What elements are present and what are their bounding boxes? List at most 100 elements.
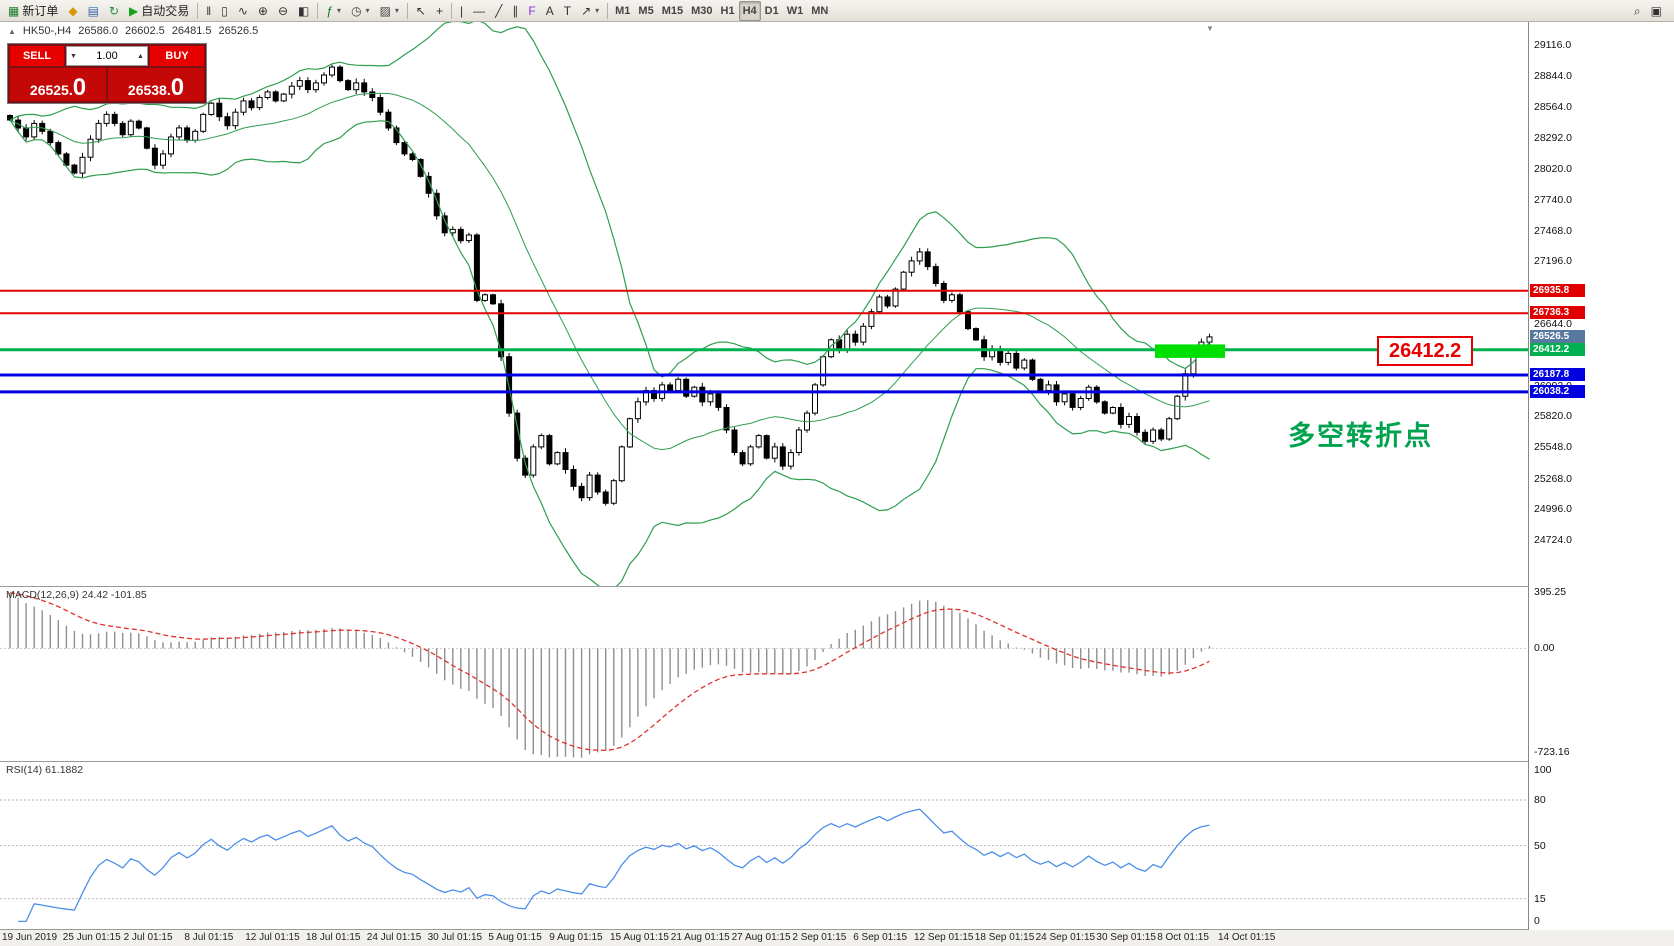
main-chart[interactable] xyxy=(0,22,1528,586)
rsi-tick-label: 0 xyxy=(1534,915,1540,928)
time-tick-label: 30 Jul 01:15 xyxy=(427,932,483,943)
candlestick-chart-icon[interactable]: ▯ xyxy=(216,1,233,21)
ohlc-low: 26481.5 xyxy=(171,25,212,37)
sell-price[interactable]: 26525. 0 xyxy=(10,68,106,101)
periods-icon: ◷ xyxy=(351,3,362,18)
rsi-panel[interactable] xyxy=(0,762,1528,929)
time-tick-label: 12 Sep 01:15 xyxy=(914,932,974,943)
time-tick-label: 5 Aug 01:15 xyxy=(488,932,542,943)
one-click-trading-panel: SELL ▼ ▲ BUY 26525.0 26538.0 xyxy=(7,43,207,104)
vertical-line-icon[interactable]: | xyxy=(455,1,468,21)
timeframe-h4[interactable]: H4 xyxy=(738,0,761,21)
price-tag-26736.3: 26736.3 xyxy=(1530,306,1585,320)
chart-profiles-icon[interactable]: ◆ xyxy=(63,1,82,21)
tile-windows-icon[interactable]: ◧ xyxy=(293,1,314,21)
time-tick-label: 24 Sep 01:15 xyxy=(1035,932,1096,943)
zoom-out-icon[interactable]: ⊖ xyxy=(273,1,293,21)
price-tick-label: 27740.0 xyxy=(1534,194,1572,207)
timeframe-m30[interactable]: M30 xyxy=(691,4,713,17)
new-order-button[interactable]: ▦ 新订单 xyxy=(3,1,63,21)
periods-button[interactable]: ◷ ▾ xyxy=(346,1,375,21)
autotrade-icon: ▶ xyxy=(129,3,139,18)
time-tick-label: 15 Aug 01:15 xyxy=(610,932,669,943)
price-tick-label: 25548.0 xyxy=(1534,441,1572,454)
new-order-icon: ▦ xyxy=(8,3,20,18)
panel-separator[interactable] xyxy=(0,586,1674,587)
buy-price-value: 26538. xyxy=(127,81,171,98)
arrows-button[interactable]: ↗ ▾ xyxy=(576,1,604,21)
refresh-icon: ↻ xyxy=(108,3,119,18)
search-icon[interactable]: ⌕ xyxy=(1629,1,1646,21)
toolbar-separator xyxy=(607,2,609,19)
timeframe-d1[interactable]: D1 xyxy=(764,4,779,17)
macd-signal-line xyxy=(9,592,1210,751)
order-level-highlight[interactable] xyxy=(1155,344,1225,358)
rsi-tick-label: 15 xyxy=(1534,892,1546,905)
autotrade-button-label: 自动交易 xyxy=(141,4,190,18)
templates-icon: ▨ xyxy=(379,3,391,18)
price-tag-26038.2: 26038.2 xyxy=(1530,384,1585,398)
time-tick-label: 2 Jul 01:15 xyxy=(123,932,173,943)
channel-icon[interactable]: ∥ xyxy=(507,1,523,21)
data-window-icon[interactable]: ▤ xyxy=(83,1,104,21)
channel-icon: ∥ xyxy=(512,3,519,18)
toolbar-separator xyxy=(197,2,199,19)
line-chart-icon: ∿ xyxy=(237,3,248,18)
volume-increase-button[interactable]: ▲ xyxy=(137,52,144,60)
volume-decrease-button[interactable]: ▼ xyxy=(70,52,77,60)
cursor-icon[interactable]: ↖ xyxy=(411,1,431,21)
templates-button[interactable]: ▨ ▾ xyxy=(375,1,404,21)
chart-ohlc-header: ▲ HK50-,H4 26586.0 26602.5 26481.5 26526… xyxy=(8,25,258,37)
dropdown-arrow-icon: ▾ xyxy=(337,6,342,15)
timeframe-w1[interactable]: W1 xyxy=(786,4,804,17)
turning-point-annotation: 多空转折点 xyxy=(1288,421,1433,451)
chart-shift-marker[interactable]: ▼ xyxy=(1206,24,1214,33)
rsi-tick-label: 80 xyxy=(1534,793,1546,806)
trendline-icon[interactable]: ╱ xyxy=(490,1,507,21)
zoom-in-icon[interactable]: ⊕ xyxy=(253,1,273,21)
label-icon[interactable]: T xyxy=(559,1,576,21)
toolbar-separator xyxy=(451,2,452,19)
price-tag-26412.2: 26412.2 xyxy=(1530,342,1585,356)
time-tick-label: 25 Jun 01:15 xyxy=(62,932,121,943)
crosshair-icon[interactable]: + xyxy=(431,1,448,21)
bar-chart-icon[interactable]: ‖ xyxy=(201,1,216,21)
autotrade-button[interactable]: ▶ 自动交易 xyxy=(124,1,194,21)
volume-input[interactable] xyxy=(80,50,134,62)
macd-panel[interactable] xyxy=(0,587,1528,760)
sell-button[interactable]: SELL xyxy=(10,46,64,66)
refresh-icon[interactable]: ↻ xyxy=(104,1,124,21)
timeframe-h1[interactable]: H1 xyxy=(720,4,735,17)
time-tick-label: 6 Sep 01:15 xyxy=(853,932,908,943)
trendline-icon: ╱ xyxy=(495,3,503,18)
time-tick-label: 8 Jul 01:15 xyxy=(184,932,234,943)
dropdown-arrow-icon: ▾ xyxy=(365,6,370,15)
horizontal-line-icon[interactable]: — xyxy=(468,1,490,21)
timeframe-m15[interactable]: M15 xyxy=(661,4,684,17)
zoom-in-icon: ⊕ xyxy=(257,3,268,18)
timeframe-m5[interactable]: M5 xyxy=(638,4,654,17)
panel-separator[interactable] xyxy=(0,761,1674,762)
text-icon[interactable]: A xyxy=(541,1,559,21)
buy-button[interactable]: BUY xyxy=(150,46,204,66)
tile-windows-icon: ◧ xyxy=(298,3,310,18)
timeframe-mn[interactable]: MN xyxy=(811,4,829,17)
buy-price[interactable]: 26538. 0 xyxy=(108,68,204,101)
toolbar-right-group: ⌕ ▣ xyxy=(1629,1,1667,21)
main-toolbar: ▦ 新订单 ◆ ▤ ↻ ▶ 自动交易 ‖ ▯ ∿ ⊕ ⊖ ◧ ƒ ▾ ◷ ▾ ▨ ▾ ↖ + | — ╱ ∥ F A T ↗ ▾ M1 M5 M… xyxy=(0,0,1674,22)
timeframe-m1[interactable]: M1 xyxy=(615,4,631,17)
macd-label: MACD(12,26,9) 24.42 -101.85 xyxy=(6,589,147,601)
time-tick-label: 21 Aug 01:15 xyxy=(670,932,730,943)
fibonacci-icon[interactable]: F xyxy=(523,1,540,21)
chart-profiles-icon: ◆ xyxy=(68,3,78,18)
new-window-icon[interactable]: ▣ xyxy=(1646,1,1667,21)
time-tick-label: 30 Sep 01:15 xyxy=(1096,932,1156,943)
collapse-icon[interactable]: ▲ xyxy=(8,26,16,36)
line-chart-icon[interactable]: ∿ xyxy=(233,1,253,21)
search-icon: ⌕ xyxy=(1633,3,1641,18)
price-tick-label: 28292.0 xyxy=(1534,131,1572,144)
toolbar-separator xyxy=(406,2,408,19)
indicators-button[interactable]: ƒ ▾ xyxy=(321,1,346,21)
toolbar-separator xyxy=(317,2,319,19)
price-tag-26935.8: 26935.8 xyxy=(1530,283,1585,297)
